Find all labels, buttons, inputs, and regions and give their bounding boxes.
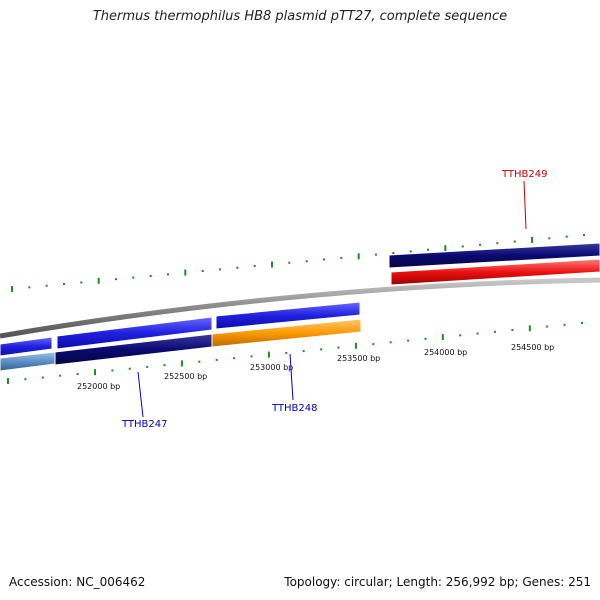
gene-forward-blue-2 xyxy=(56,316,213,350)
gene-forward-blue-3 xyxy=(215,301,361,330)
accession-text: Accession: NC_006462 xyxy=(9,575,146,589)
scale-label: 252500 bp xyxy=(164,372,207,381)
gene-label-tthb248[interactable]: TTHB248 xyxy=(271,403,318,414)
scale-label: 254000 bp xyxy=(424,348,467,357)
gene-forward-blue-1 xyxy=(0,336,53,357)
scale-label: 253500 bp xyxy=(337,354,380,363)
gene-label-tthb247[interactable]: TTHB247 xyxy=(121,419,168,430)
gene-label-leader xyxy=(289,353,294,401)
scale-label: 252000 bp xyxy=(77,382,120,391)
scale-label: 253000 bp xyxy=(250,363,293,372)
scale-label: 254500 bp xyxy=(511,343,554,352)
gene-reverse-red xyxy=(390,258,600,286)
topology-summary: Topology: circular; Length: 256,992 bp; … xyxy=(284,575,591,589)
gene-reverse-orange-tthb248 xyxy=(211,318,362,348)
map-title: Thermus thermophilus HB8 plasmid pTT27, … xyxy=(92,9,508,24)
gene-label-leader xyxy=(523,180,527,230)
inner-tick-ring xyxy=(7,322,583,384)
gene-label-tthb249[interactable]: TTHB249 xyxy=(501,169,548,180)
gene-label-leader xyxy=(137,371,144,418)
gene-forward-navy-tthb249 xyxy=(388,242,600,269)
outer-tick-ring xyxy=(11,234,585,292)
plasmid-backbone xyxy=(0,277,600,339)
